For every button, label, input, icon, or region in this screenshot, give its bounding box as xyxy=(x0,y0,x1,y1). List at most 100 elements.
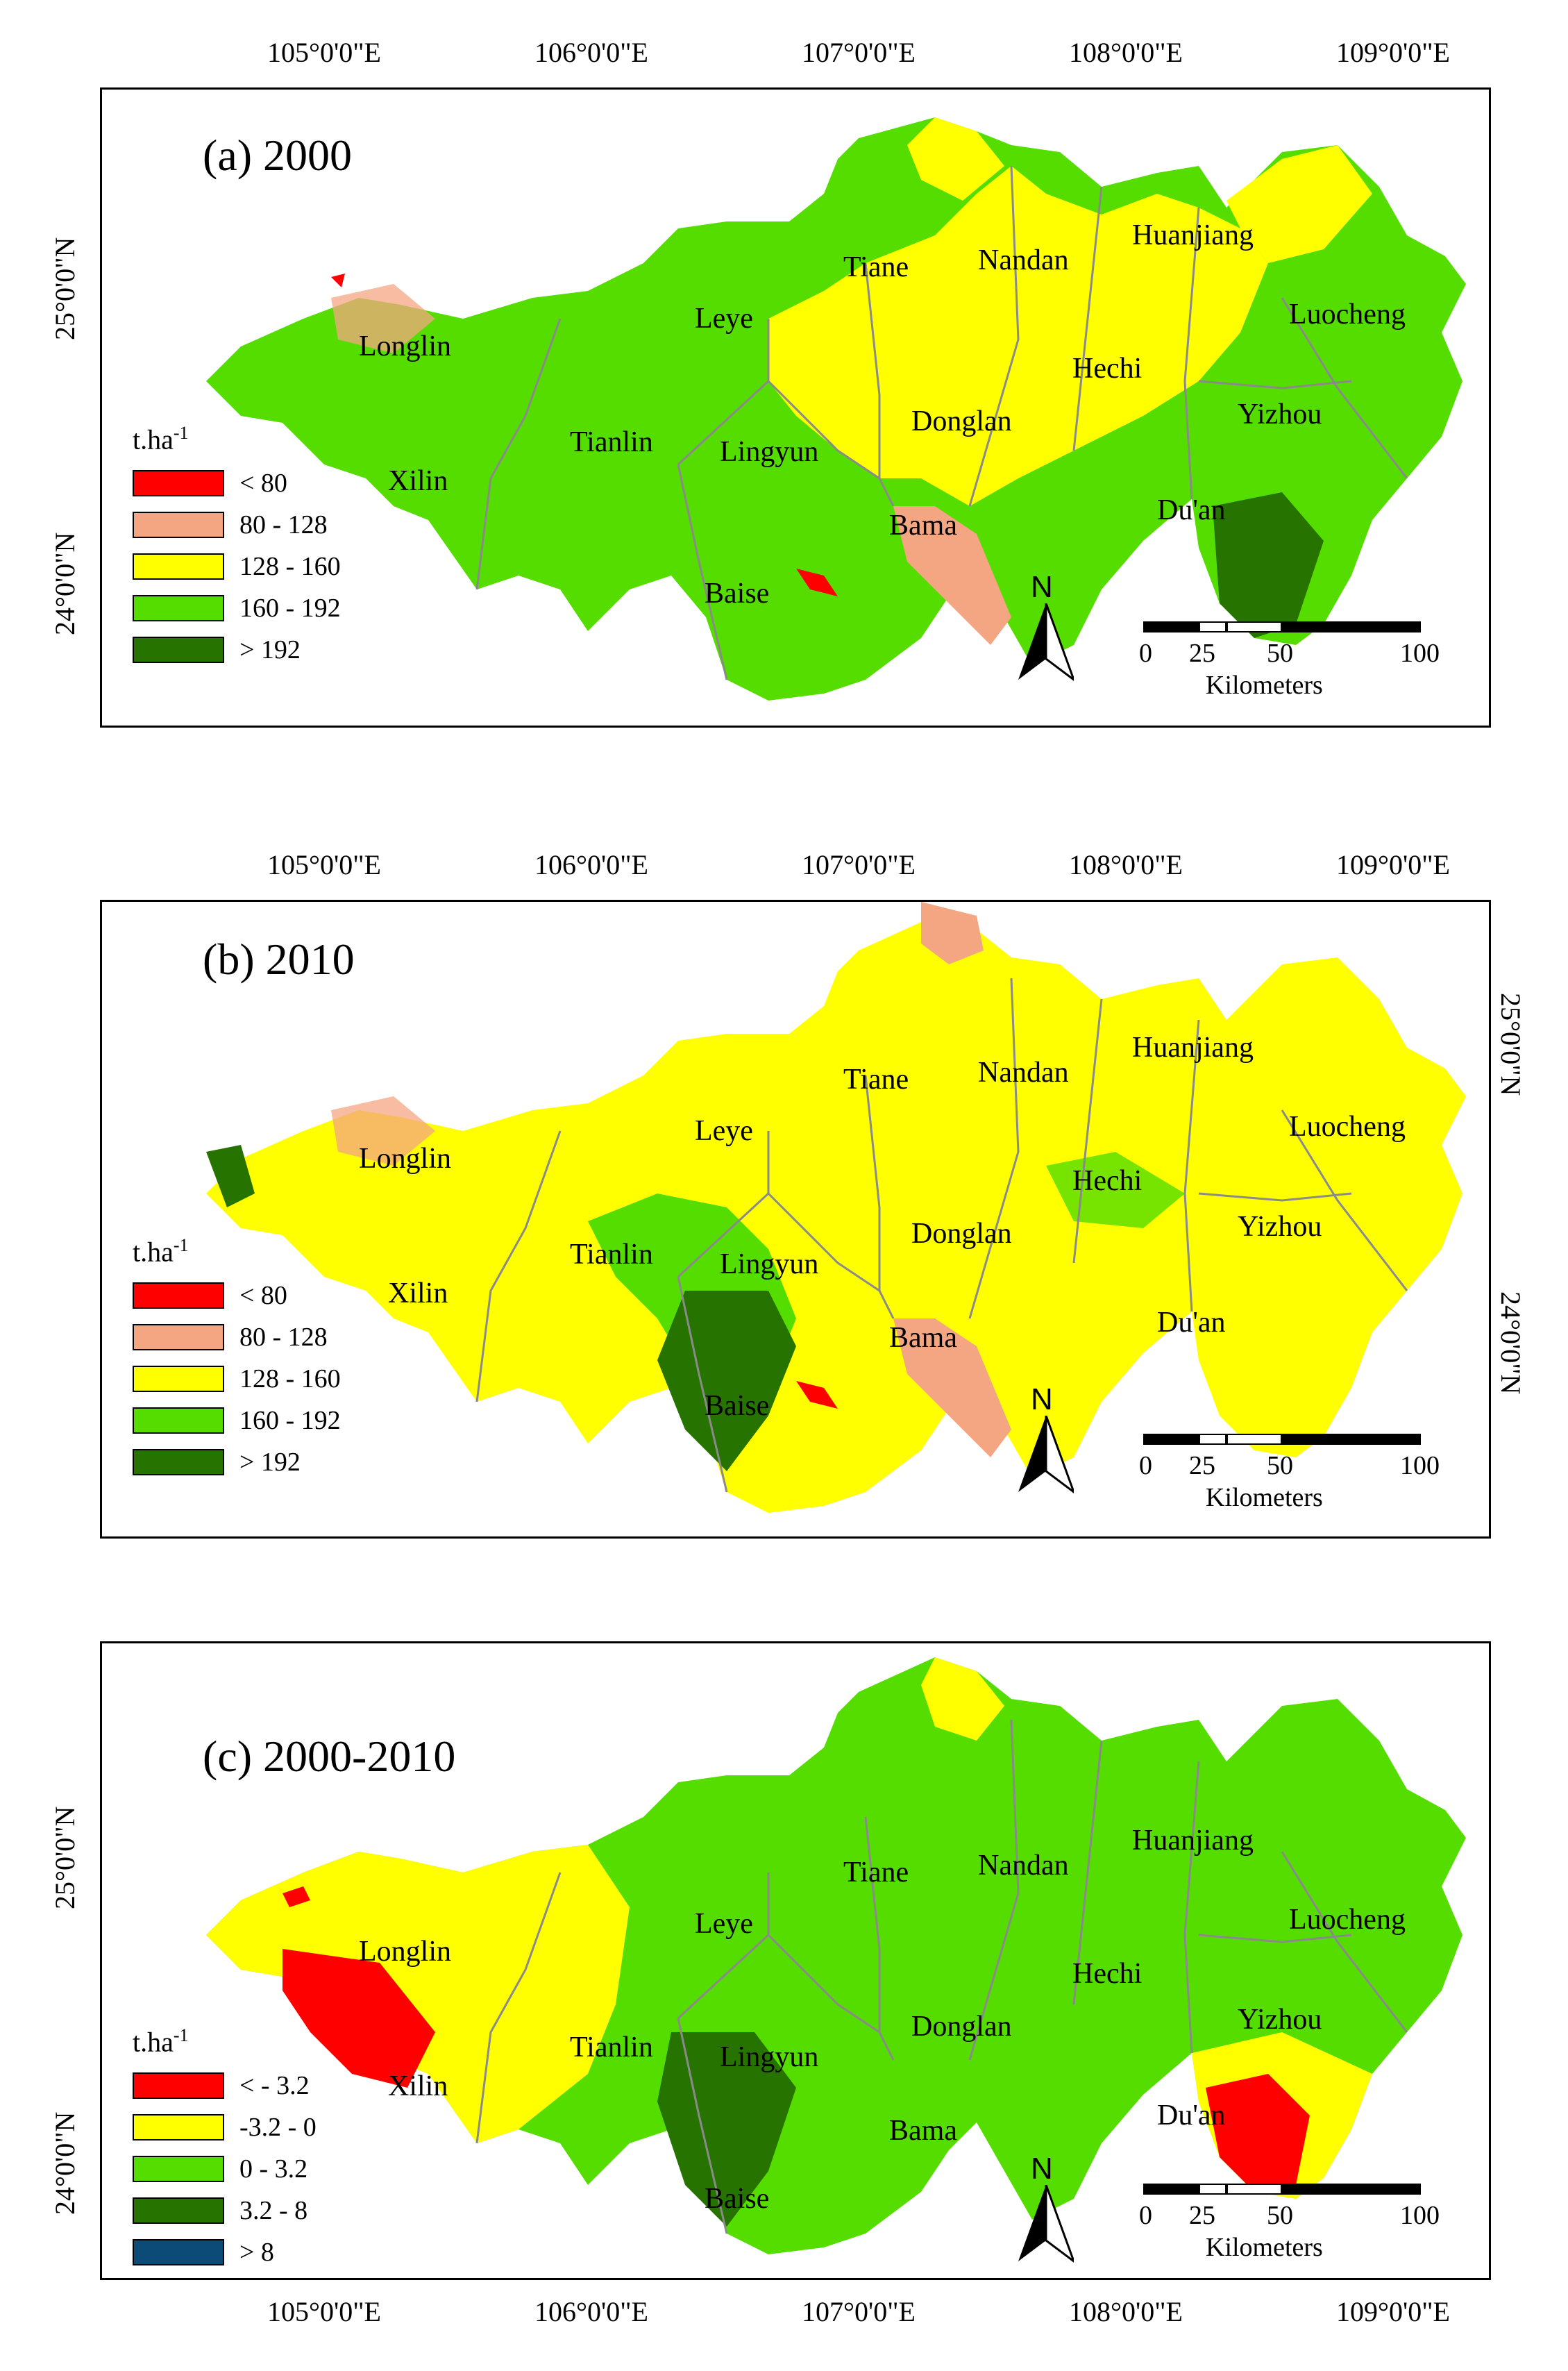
county-label-longlin: Longlin xyxy=(359,330,451,362)
county-label-lingyun: Lingyun xyxy=(720,436,819,468)
county-label-bama: Bama xyxy=(889,1322,957,1354)
county-label-donglan: Donglan xyxy=(911,405,1012,437)
longitude-label: 108°0'0"E xyxy=(1069,37,1183,68)
county-label-baise: Baise xyxy=(705,2183,770,2215)
county-label-leye: Leye xyxy=(695,303,753,335)
latitude-label: 25°0'0"N xyxy=(49,237,81,340)
county-label-tianlin: Tianlin xyxy=(570,426,653,458)
legend-item: 160 - 192 xyxy=(133,587,341,629)
longitude-label: 107°0'0"E xyxy=(802,2296,916,2327)
legend-swatch xyxy=(133,1366,224,1393)
legend-swatch xyxy=(133,512,224,539)
county-label-bama: Bama xyxy=(889,2115,957,2147)
legend-item: 0 - 3.2 xyxy=(133,2148,317,2190)
legend-label: 0 - 3.2 xyxy=(239,2154,308,2184)
legend-item: 80 - 128 xyxy=(133,504,341,546)
scale-label: 100 xyxy=(1400,1451,1440,1480)
scale-label: 25 xyxy=(1189,1451,1215,1480)
county-label-lingyun: Lingyun xyxy=(720,1248,819,1280)
county-label-longlin: Longlin xyxy=(359,1143,451,1175)
scale-units: Kilometers xyxy=(1206,1483,1323,1512)
longitude-label: 105°0'0"E xyxy=(267,2296,381,2327)
longitude-label: 106°0'0"E xyxy=(534,37,648,68)
legend-label: 160 - 192 xyxy=(239,1406,341,1436)
scale-label: 100 xyxy=(1400,639,1440,668)
legend-swatch xyxy=(133,2239,224,2266)
scale-label: 25 xyxy=(1189,2201,1215,2230)
legend: t.ha-1 < 80 80 - 128 128 - 160 160 - 192… xyxy=(133,423,341,671)
county-label-duan: Du'an xyxy=(1157,2100,1226,2131)
legend-swatch xyxy=(133,637,224,664)
legend: t.ha-1 < - 3.2 -3.2 - 0 0 - 3.2 3.2 - 8 … xyxy=(133,2025,317,2273)
legend-swatch xyxy=(133,553,224,580)
county-label-longlin: Longlin xyxy=(359,1936,451,1968)
county-label-tiane: Tiane xyxy=(843,1064,909,1096)
county-label-donglan: Donglan xyxy=(911,2011,1012,2043)
legend-label: 128 - 160 xyxy=(239,552,341,582)
legend-label: 128 - 160 xyxy=(239,1364,341,1394)
north-label: N xyxy=(1031,1382,1053,1416)
north-label: N xyxy=(1031,570,1053,604)
scale-label: 50 xyxy=(1267,639,1293,668)
county-label-duan: Du'an xyxy=(1157,494,1226,526)
legend-item: 80 - 128 xyxy=(133,1316,341,1358)
latitude-label: 24°0'0"N xyxy=(1495,1291,1526,1395)
legend-label: < 80 xyxy=(239,1281,287,1311)
county-label-nandan: Nandan xyxy=(978,244,1069,276)
county-label-baise: Baise xyxy=(705,1390,770,1422)
north-arrow: N xyxy=(1018,1382,1074,1493)
north-arrow-icon xyxy=(1018,2185,1074,2263)
county-label-tianlin: Tianlin xyxy=(570,1239,653,1271)
legend-item: > 192 xyxy=(133,629,341,671)
legend-swatch xyxy=(133,1407,224,1434)
county-label-hechi: Hechi xyxy=(1072,1165,1143,1197)
county-label-leye: Leye xyxy=(695,1908,753,1940)
county-label-hechi: Hechi xyxy=(1072,1958,1143,1990)
legend: t.ha-1 < 80 80 - 128 128 - 160 160 - 192… xyxy=(133,1235,341,1483)
panel-title: (a) 2000 xyxy=(203,131,353,180)
longitude-label: 108°0'0"E xyxy=(1069,2296,1183,2327)
legend-item: > 8 xyxy=(133,2231,317,2273)
legend-swatch xyxy=(133,2072,224,2100)
county-label-luocheng: Luocheng xyxy=(1289,1111,1406,1143)
legend-label: > 8 xyxy=(239,2238,274,2268)
legend-label: 160 - 192 xyxy=(239,594,341,623)
longitude-label: 107°0'0"E xyxy=(802,37,916,68)
legend-swatch xyxy=(133,595,224,622)
legend-label: 3.2 - 8 xyxy=(239,2196,308,2226)
legend-swatch xyxy=(133,1282,224,1309)
legend-item: < - 3.2 xyxy=(133,2065,317,2106)
county-label-yizhou: Yizhou xyxy=(1238,1211,1322,1243)
region-map xyxy=(206,117,1466,701)
map-panel-change: 25°0'0"N 24°0'0"N ( xyxy=(0,1618,1568,2371)
north-arrow-icon xyxy=(1018,1416,1074,1493)
county-label-nandan: Nandan xyxy=(978,1850,1069,1882)
county-label-duan: Du'an xyxy=(1157,1307,1226,1339)
county-label-hechi: Hechi xyxy=(1072,353,1143,385)
longitude-label: 105°0'0"E xyxy=(267,37,381,68)
county-label-baise: Baise xyxy=(705,578,770,610)
legend-swatch xyxy=(133,2156,224,2183)
longitude-label: 109°0'0"E xyxy=(1336,849,1450,880)
legend-swatch xyxy=(133,1324,224,1351)
latitude-label: 24°0'0"N xyxy=(49,532,81,635)
longitude-label: 106°0'0"E xyxy=(534,2296,648,2327)
legend-item: < 80 xyxy=(133,462,341,504)
county-label-xilin: Xilin xyxy=(388,2070,448,2102)
legend-swatch xyxy=(133,470,224,497)
legend-item: > 192 xyxy=(133,1441,341,1483)
north-arrow: N xyxy=(1018,570,1074,681)
scale-label: 0 xyxy=(1139,639,1152,668)
county-label-luocheng: Luocheng xyxy=(1289,299,1406,330)
north-label: N xyxy=(1031,2152,1053,2186)
county-label-donglan: Donglan xyxy=(911,1218,1012,1250)
county-label-luocheng: Luocheng xyxy=(1289,1904,1406,1936)
county-label-xilin: Xilin xyxy=(388,1277,448,1309)
latitude-label: 25°0'0"N xyxy=(1495,993,1526,1096)
legend-label: 80 - 128 xyxy=(239,510,328,540)
county-label-huanjiang: Huanjiang xyxy=(1132,219,1254,251)
latitude-label: 24°0'0"N xyxy=(49,2111,81,2215)
scale-units: Kilometers xyxy=(1206,671,1323,700)
longitude-label: 105°0'0"E xyxy=(267,849,381,880)
county-label-yizhou: Yizhou xyxy=(1238,399,1322,430)
